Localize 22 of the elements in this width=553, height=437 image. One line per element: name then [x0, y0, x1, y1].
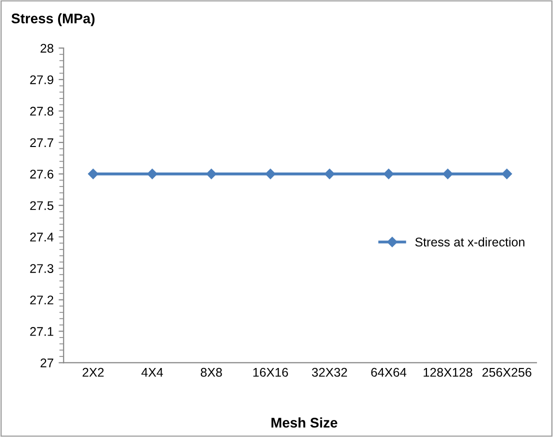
x-tick-label: 64X64: [371, 368, 406, 377]
x-tick-label: 2X2: [82, 368, 104, 377]
x-tick-label: 8X8: [200, 368, 222, 377]
y-tick-label: 27.1: [30, 327, 54, 336]
x-tick-label: 32X32: [312, 368, 347, 377]
chart-title: Stress (MPa): [11, 13, 95, 26]
y-tick-label: 27.6: [30, 170, 54, 179]
x-tick-label: 4X4: [141, 368, 164, 377]
y-tick-label: 27: [40, 358, 54, 368]
legend-label: Stress at x-direction: [415, 237, 524, 246]
y-tick-label: 28: [40, 44, 54, 53]
y-tick-label: 27.7: [30, 138, 54, 147]
x-tick-label: 256X256: [482, 368, 532, 377]
x-tick-label: 128X128: [424, 368, 472, 377]
x-tick-label: 16X16: [253, 368, 288, 377]
x-axis-title: Mesh Size: [272, 417, 338, 428]
y-tick-label: 27.2: [30, 296, 54, 304]
y-tick-label: 27.5: [30, 201, 54, 210]
y-tick-label: 27.4: [30, 232, 54, 242]
y-tick-label: 27.3: [30, 264, 54, 273]
y-tick-label: 27.9: [30, 75, 54, 84]
y-tick-label: 27.8: [30, 106, 54, 116]
